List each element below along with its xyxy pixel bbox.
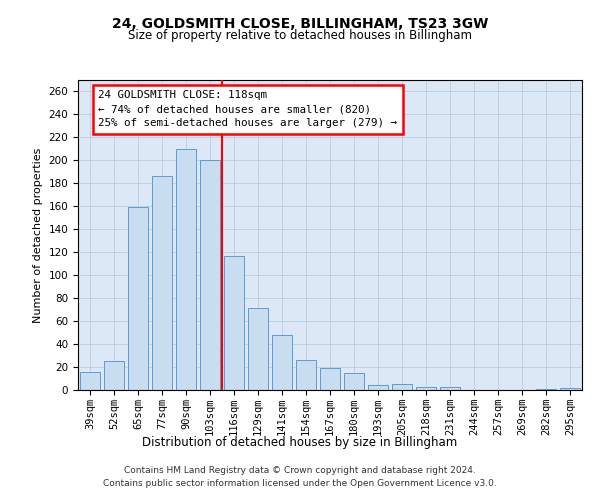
Bar: [344, 373, 364, 390]
Bar: [560, 388, 580, 390]
Bar: [80, 372, 100, 390]
Text: Size of property relative to detached houses in Billingham: Size of property relative to detached ho…: [128, 29, 472, 42]
Bar: [104, 362, 124, 390]
Bar: [176, 149, 196, 390]
Bar: [392, 384, 412, 390]
Bar: [536, 389, 556, 390]
Bar: [272, 335, 292, 390]
Y-axis label: Number of detached properties: Number of detached properties: [33, 148, 43, 322]
Bar: [368, 386, 388, 390]
Bar: [248, 308, 268, 390]
Bar: [416, 386, 436, 390]
Text: Contains HM Land Registry data © Crown copyright and database right 2024.
Contai: Contains HM Land Registry data © Crown c…: [103, 466, 497, 487]
Bar: [440, 386, 460, 390]
Bar: [152, 176, 172, 390]
Bar: [320, 368, 340, 390]
Text: 24, GOLDSMITH CLOSE, BILLINGHAM, TS23 3GW: 24, GOLDSMITH CLOSE, BILLINGHAM, TS23 3G…: [112, 18, 488, 32]
Text: 24 GOLDSMITH CLOSE: 118sqm
← 74% of detached houses are smaller (820)
25% of sem: 24 GOLDSMITH CLOSE: 118sqm ← 74% of deta…: [98, 90, 397, 128]
Bar: [200, 160, 220, 390]
Bar: [224, 256, 244, 390]
Text: Distribution of detached houses by size in Billingham: Distribution of detached houses by size …: [142, 436, 458, 449]
Bar: [128, 208, 148, 390]
Bar: [296, 360, 316, 390]
